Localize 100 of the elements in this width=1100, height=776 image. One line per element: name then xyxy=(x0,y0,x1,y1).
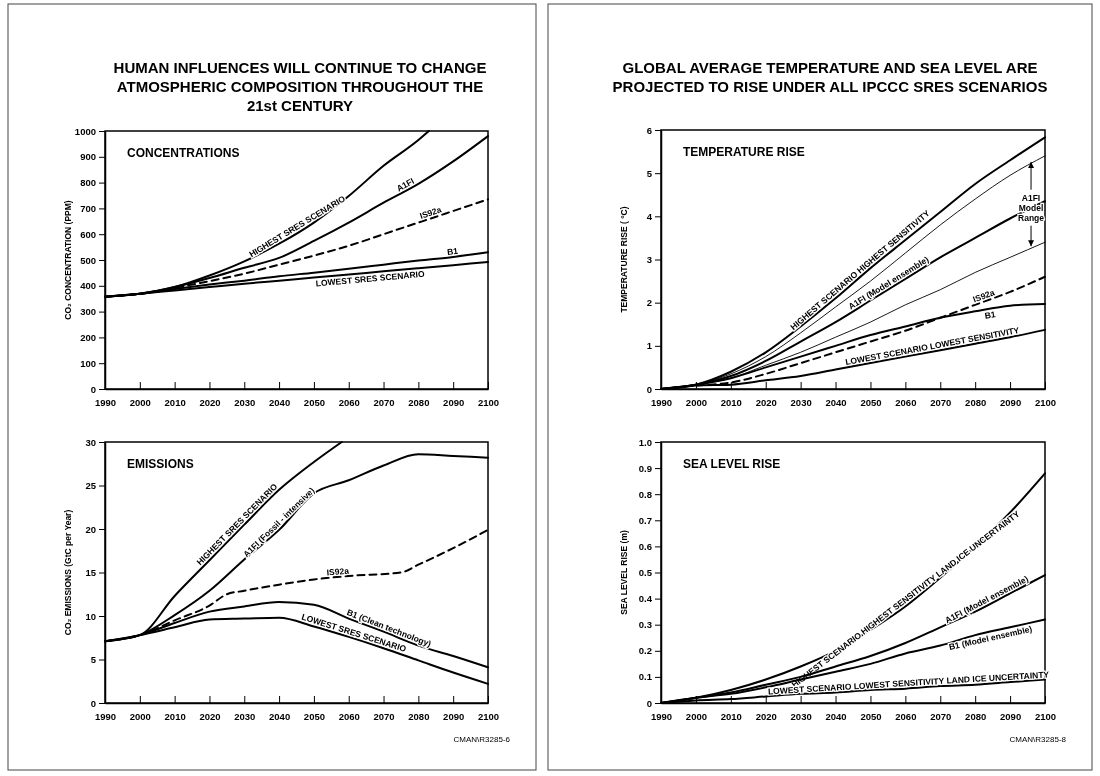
x-tick-label: 2000 xyxy=(685,710,707,722)
y-tick-label: 5 xyxy=(646,167,653,179)
x-tick-label: 2080 xyxy=(408,710,430,722)
y-tick-label: 0.1 xyxy=(638,671,653,683)
text: CMAN\R3285-8 xyxy=(1009,735,1067,744)
y-tick-label: 0 xyxy=(646,383,652,395)
x-tick-label: 2080 xyxy=(408,396,430,408)
x-tick-label: 2050 xyxy=(303,396,325,408)
x-tick-label: 2060 xyxy=(895,396,917,408)
x-tick-label: 1990 xyxy=(94,710,117,722)
x-tick-label: 2030 xyxy=(234,396,256,408)
x-tick-label: 2040 xyxy=(269,710,291,722)
x-tick-label: 2010 xyxy=(720,396,742,408)
y-tick-label: 100 xyxy=(80,357,96,369)
y-tick-label: 6 xyxy=(646,124,652,136)
x-tick-label: 2030 xyxy=(790,396,812,408)
text: SEA LEVEL RISE xyxy=(683,457,781,471)
x-tick-label: 2010 xyxy=(164,396,186,408)
y-tick-label: 300 xyxy=(80,306,96,318)
x-tick-label: 2040 xyxy=(825,710,847,722)
text: TEMPERATURE RISE xyxy=(683,145,805,159)
y-axis-title: SEA LEVEL RISE (m) xyxy=(619,530,629,615)
x-tick-label: 2100 xyxy=(1034,396,1057,408)
x-tick-label: 2010 xyxy=(720,710,742,722)
y-tick-label: 0.7 xyxy=(638,514,652,526)
x-tick-label: 2000 xyxy=(129,396,151,408)
x-tick-label: 2070 xyxy=(373,396,395,408)
text: LOWEST SRES SCENARIO xyxy=(315,268,426,289)
x-tick-label: 2040 xyxy=(825,396,847,408)
x-tick-label: 2020 xyxy=(755,710,777,722)
x-tick-label: 2060 xyxy=(338,710,360,722)
y-tick-label: 3 xyxy=(646,254,652,266)
x-tick-label: 2090 xyxy=(1000,710,1022,722)
y-tick-label: 25 xyxy=(85,480,97,492)
y-tick-label: 0 xyxy=(90,383,96,395)
x-tick-label: 2070 xyxy=(373,710,395,722)
x-tick-label: 2030 xyxy=(790,710,812,722)
y-tick-label: 0 xyxy=(90,697,96,709)
text: IS92a xyxy=(418,204,443,221)
y-axis-title: CO₂ EMISSIONS (GtC per Year) xyxy=(63,509,73,636)
x-tick-label: 2100 xyxy=(1034,710,1057,722)
x-tick-label: 2020 xyxy=(199,710,221,722)
y-tick-label: 5 xyxy=(90,654,97,666)
chart-title: HUMAN INFLUENCES WILL CONTINUE TO CHANGE ATMOSPHERIC COMPOSITION THROUGHOUT THE 21st CENTURY xyxy=(113,59,487,114)
y-axis-title: CO₂ CONCENTRATION (PPM) xyxy=(63,200,73,320)
x-tick-label: 2020 xyxy=(755,396,777,408)
x-tick-label: 2050 xyxy=(860,710,882,722)
x-tick-label: 2060 xyxy=(338,396,360,408)
text: IS92a xyxy=(971,287,997,305)
x-tick-label: 2010 xyxy=(164,710,186,722)
x-tick-label: 2070 xyxy=(930,396,952,408)
y-tick-label: 0.8 xyxy=(638,488,652,500)
x-tick-label: 2000 xyxy=(129,710,151,722)
y-tick-label: 0.9 xyxy=(638,462,652,474)
y-tick-label: 0.4 xyxy=(638,593,653,605)
x-tick-label: 2000 xyxy=(685,396,707,408)
x-tick-label: 2070 xyxy=(930,710,952,722)
text: EMISSIONS xyxy=(127,457,194,471)
text: B1 xyxy=(446,245,459,258)
y-tick-label: 0 xyxy=(646,697,652,709)
y-tick-label: 0.2 xyxy=(638,645,652,657)
y-tick-label: 15 xyxy=(85,567,97,579)
y-tick-label: 1.0 xyxy=(638,436,652,448)
x-tick-label: 2050 xyxy=(860,396,882,408)
y-tick-label: 0.6 xyxy=(638,540,652,552)
y-tick-label: 4 xyxy=(646,210,653,222)
y-tick-label: 0.3 xyxy=(638,619,652,631)
y-tick-label: 0.5 xyxy=(638,567,653,579)
x-tick-label: 2080 xyxy=(965,396,987,408)
y-tick-label: 20 xyxy=(85,523,96,535)
y-tick-label: 400 xyxy=(80,280,96,292)
x-tick-label: 2040 xyxy=(269,396,291,408)
x-tick-label: 2090 xyxy=(443,710,465,722)
x-tick-label: 2050 xyxy=(303,710,325,722)
x-tick-label: 2100 xyxy=(477,396,500,408)
y-tick-label: 700 xyxy=(80,202,96,214)
x-tick-label: 2100 xyxy=(477,710,500,722)
x-tick-label: 2020 xyxy=(199,396,221,408)
y-tick-label: 500 xyxy=(80,254,96,266)
y-tick-label: 200 xyxy=(80,331,96,343)
y-tick-label: 30 xyxy=(85,436,96,448)
x-tick-label: 1990 xyxy=(650,710,673,722)
x-tick-label: 2090 xyxy=(1000,396,1022,408)
y-tick-label: 2 xyxy=(646,297,652,309)
x-tick-label: 2090 xyxy=(443,396,465,408)
x-tick-label: 2080 xyxy=(965,710,987,722)
text: IS92a xyxy=(326,565,350,578)
x-tick-label: 2030 xyxy=(234,710,256,722)
y-tick-label: 1 xyxy=(646,340,653,352)
y-axis-title: TEMPERATURE RISE ( °C) xyxy=(619,206,629,313)
x-tick-label: 1990 xyxy=(94,396,117,408)
text: A1FI xyxy=(394,175,416,194)
x-tick-label: 2060 xyxy=(895,710,917,722)
y-tick-label: 900 xyxy=(80,151,96,163)
y-tick-label: 10 xyxy=(85,610,96,622)
chart-title: GLOBAL AVERAGE TEMPERATURE AND SEA LEVEL ARE PROJECTED TO RISE UNDER ALL IPCCC SRES SCENARIOS xyxy=(612,59,1048,95)
y-tick-label: 1000 xyxy=(74,125,96,137)
x-tick-label: 1990 xyxy=(650,396,673,408)
text: B1 xyxy=(983,309,997,321)
y-tick-label: 800 xyxy=(80,177,96,189)
